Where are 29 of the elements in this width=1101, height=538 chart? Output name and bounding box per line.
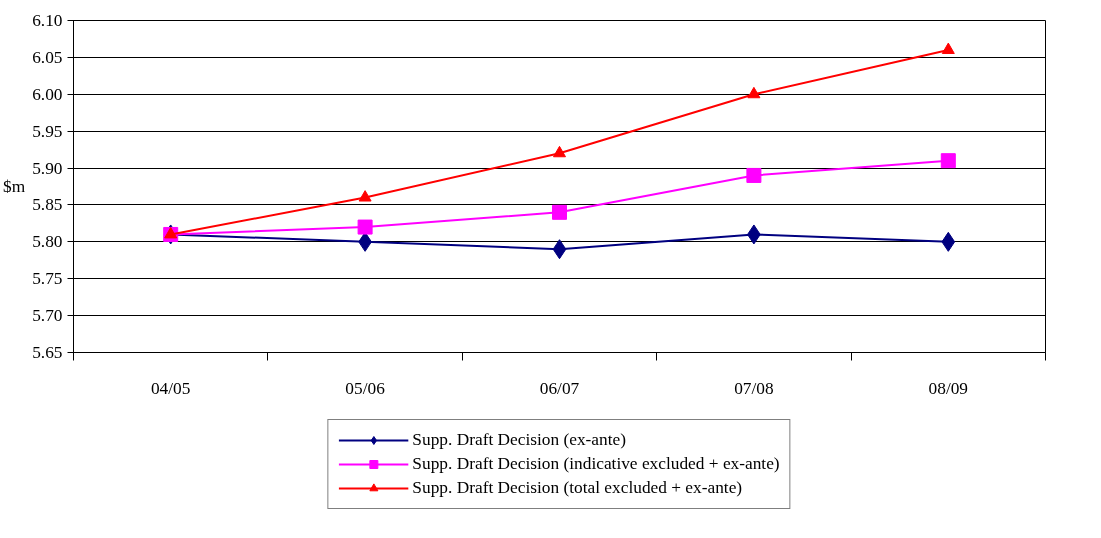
x-tick-label: 05/06 <box>345 378 386 398</box>
y-tick-label: 6.10 <box>32 11 63 30</box>
x-tick-label: 06/07 <box>539 378 580 398</box>
point <box>357 219 373 235</box>
x-tick-label: 08/09 <box>928 378 969 398</box>
y-axis-title: $m <box>3 177 26 196</box>
legend-label: Supp. Draft Decision (total excluded + ex-ante) <box>412 478 743 498</box>
y-tick-label: 5.80 <box>32 232 63 252</box>
point <box>747 86 761 99</box>
y-tick-label: 6.00 <box>32 84 63 104</box>
point <box>941 231 956 252</box>
legend-label: Supp. Draft Decision (indicative excluded + ex-ante) <box>412 454 780 474</box>
y-tick-label: 5.65 <box>32 343 63 362</box>
point <box>553 145 566 158</box>
point <box>941 42 955 54</box>
point <box>552 239 567 260</box>
point <box>746 167 762 183</box>
legend-label: Supp. Draft Decision (ex-ante) <box>412 430 626 450</box>
x-tick-label: 07/08 <box>734 378 774 398</box>
y-tick-label: 5.75 <box>32 269 63 289</box>
y-tick-label: 6.05 <box>32 47 63 67</box>
y-tick-label: 5.85 <box>32 195 63 215</box>
y-tick-label: 5.95 <box>32 121 63 141</box>
point <box>552 204 567 220</box>
point <box>358 190 372 202</box>
y-tick-label: 5.70 <box>32 306 63 326</box>
x-tick-label: 04/05 <box>150 378 191 398</box>
y-tick-label: 5.90 <box>32 158 63 178</box>
point <box>940 153 956 169</box>
